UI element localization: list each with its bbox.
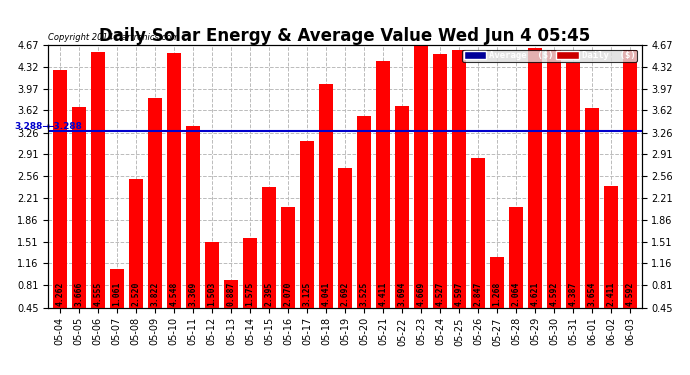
Text: 1.061: 1.061 (112, 282, 121, 306)
Text: 4.621: 4.621 (531, 282, 540, 306)
Text: 3.369: 3.369 (188, 282, 197, 306)
Bar (52, 70, 67, 336)
Text: 4.411: 4.411 (379, 282, 388, 306)
Text: 2.395: 2.395 (264, 282, 273, 306)
Bar (471, 158, 485, 336)
Text: 2.411: 2.411 (607, 282, 615, 306)
Bar (585, 108, 600, 336)
Text: Copyright 2014 Cartronics.com: Copyright 2014 Cartronics.com (48, 33, 179, 42)
Text: 0.887: 0.887 (226, 282, 235, 306)
Text: 2.064: 2.064 (512, 282, 521, 306)
Text: 3.525: 3.525 (359, 282, 368, 306)
Bar (509, 207, 523, 336)
Text: 4.592: 4.592 (626, 282, 635, 306)
Bar (623, 50, 638, 336)
Bar (205, 242, 219, 336)
Bar (490, 256, 504, 336)
Bar (376, 61, 390, 336)
Bar (319, 84, 333, 336)
Bar (148, 98, 162, 336)
Text: 3.666: 3.666 (75, 282, 83, 306)
Bar (395, 106, 409, 336)
Bar (186, 126, 200, 336)
Bar (128, 179, 143, 336)
Bar (300, 141, 314, 336)
Legend: Average  ($), Daily  ($): Average ($), Daily ($) (462, 50, 637, 62)
Text: 2.692: 2.692 (340, 282, 350, 306)
Bar (452, 50, 466, 336)
Text: 4.669: 4.669 (417, 282, 426, 306)
Text: 3.288→: 3.288→ (14, 122, 50, 131)
Text: 3.822: 3.822 (150, 282, 159, 306)
Text: 4.527: 4.527 (435, 282, 444, 306)
Bar (72, 108, 86, 336)
Bar (90, 52, 105, 336)
Text: 4.262: 4.262 (55, 282, 64, 306)
Bar (528, 48, 542, 336)
Bar (243, 237, 257, 336)
Bar (604, 186, 618, 336)
Text: 2.070: 2.070 (284, 282, 293, 306)
Bar (566, 63, 580, 336)
Text: 4.548: 4.548 (169, 282, 178, 306)
Bar (357, 116, 371, 336)
Title: Daily Solar Energy & Average Value Wed Jun 4 05:45: Daily Solar Energy & Average Value Wed J… (99, 27, 591, 45)
Bar (262, 186, 276, 336)
Bar (433, 54, 447, 336)
Bar (338, 168, 352, 336)
Text: 2.520: 2.520 (131, 282, 140, 306)
Text: 4.387: 4.387 (569, 282, 578, 306)
Text: 1.575: 1.575 (246, 282, 255, 306)
Text: 1.268: 1.268 (493, 282, 502, 306)
Bar (281, 207, 295, 336)
Bar (414, 45, 428, 336)
Text: 4.041: 4.041 (322, 282, 331, 306)
Text: 3.694: 3.694 (397, 282, 406, 306)
Text: 4.592: 4.592 (550, 282, 559, 306)
Bar (110, 270, 124, 336)
Text: 4.597: 4.597 (455, 282, 464, 306)
Text: 1.503: 1.503 (208, 282, 217, 306)
Text: 3.654: 3.654 (588, 282, 597, 306)
Text: 3.125: 3.125 (302, 282, 311, 306)
Bar (547, 50, 562, 336)
Text: 2.847: 2.847 (473, 282, 482, 306)
Text: ←3.288: ←3.288 (46, 122, 82, 131)
Bar (167, 53, 181, 336)
Bar (224, 280, 238, 336)
Text: 4.555: 4.555 (93, 282, 102, 306)
